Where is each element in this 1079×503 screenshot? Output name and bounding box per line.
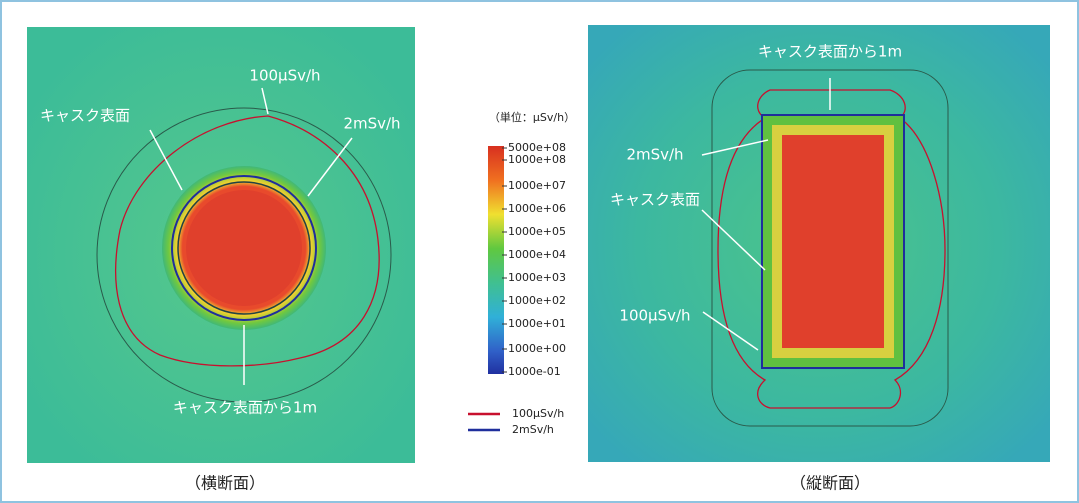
label: 100μSv/h xyxy=(249,67,320,85)
legend-label: 2mSv/h xyxy=(512,423,554,436)
colorbar-tick-label: 1000e+00 xyxy=(508,342,566,355)
legend-label: 100μSv/h xyxy=(512,407,564,420)
colorbar-tick-label: 1000e+03 xyxy=(508,271,566,284)
label: 2mSv/h xyxy=(343,115,400,133)
colorbar-tick-label: 1000e+07 xyxy=(508,179,566,192)
colorbar xyxy=(488,146,504,374)
label: キャスク表面から1m xyxy=(173,399,317,417)
caption: （横断面） xyxy=(185,474,265,493)
colorbar-tick-label: 1000e+05 xyxy=(508,225,566,238)
colorbar-tick-label: 1000e+02 xyxy=(508,294,566,307)
cask-core xyxy=(186,190,302,306)
colorbar-tick-label: 1000e-01 xyxy=(508,365,561,378)
label: キャスク表面から1m xyxy=(758,43,902,61)
colorbar-tick-label: 1000e+08 xyxy=(508,153,566,166)
colorbar-tick-label: 1000e+01 xyxy=(508,317,566,330)
caption: （縦断面） xyxy=(790,474,870,493)
label: 2mSv/h xyxy=(626,146,683,164)
label: 100μSv/h xyxy=(619,307,690,325)
colorbar-tick-label: 1000e+06 xyxy=(508,202,566,215)
label: キャスク表面 xyxy=(610,191,700,209)
colorbar-tick-label: 1000e+04 xyxy=(508,248,566,261)
cask-core xyxy=(782,135,884,348)
figure: 100μSv/h キャスク表面 2mSv/h キャスク表面から1m （横断面） … xyxy=(0,0,1079,503)
colorbar-unit: （単位：μSv/h） xyxy=(489,110,575,124)
label: キャスク表面 xyxy=(40,107,130,125)
